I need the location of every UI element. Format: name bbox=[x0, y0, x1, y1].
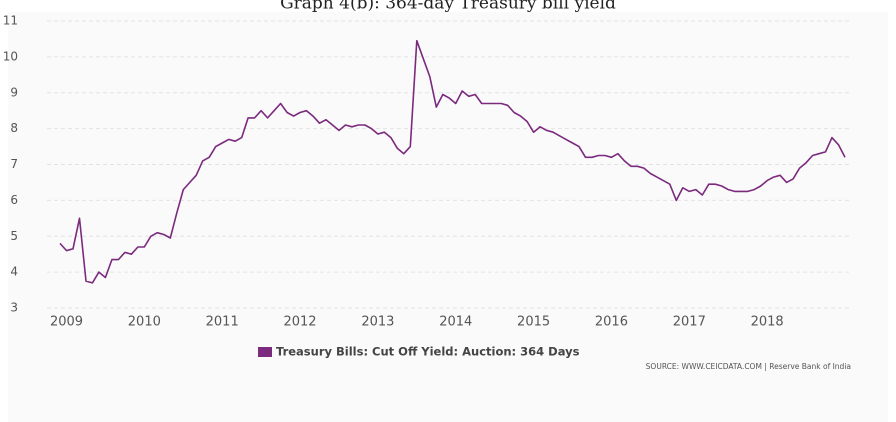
x-tick-label: 2011 bbox=[206, 315, 239, 330]
x-tick-label: 2012 bbox=[283, 315, 316, 330]
source-note: SOURCE: WWW.CEICDATA.COM | Reserve Bank … bbox=[646, 362, 851, 371]
x-tick-label: 2014 bbox=[439, 315, 472, 330]
y-tick-label: 7 bbox=[10, 157, 18, 171]
legend-swatch bbox=[258, 347, 272, 357]
chart-background bbox=[8, 12, 888, 422]
x-tick-label: 2017 bbox=[673, 315, 706, 330]
x-tick-label: 2009 bbox=[50, 315, 83, 330]
series-line bbox=[59, 39, 846, 284]
y-tick-label: 6 bbox=[10, 193, 18, 207]
y-tick-label: 8 bbox=[10, 121, 18, 135]
y-tick-label: 5 bbox=[10, 229, 18, 243]
x-tick-label: 2015 bbox=[517, 315, 550, 330]
x-tick-label: 2010 bbox=[128, 315, 161, 330]
x-tick-label: 2016 bbox=[595, 315, 628, 330]
x-tick-label: 2013 bbox=[361, 315, 394, 330]
y-tick-label: 3 bbox=[10, 301, 18, 315]
chart-title: Graph 4(b): 364-day Treasury bill yield bbox=[280, 0, 616, 14]
y-tick-label: 4 bbox=[10, 265, 18, 279]
y-tick-label: 10 bbox=[3, 49, 18, 63]
y-tick-label: 11 bbox=[3, 14, 18, 28]
legend-label: Treasury Bills: Cut Off Yield: Auction: … bbox=[276, 345, 580, 359]
x-tick-label: 2018 bbox=[751, 315, 784, 330]
y-tick-label: 9 bbox=[10, 85, 18, 99]
